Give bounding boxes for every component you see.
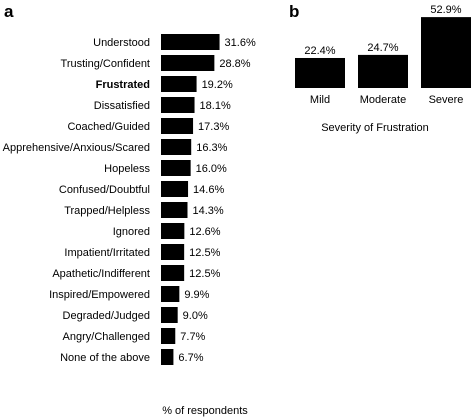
panel-a-value-label: 9.9% [184, 289, 209, 301]
panel-b-value-label: 24.7% [367, 42, 398, 54]
panel-a-bar [161, 286, 180, 302]
panel-a-letter: a [4, 2, 14, 21]
panel-a-category-label: Coached/Guided [67, 121, 150, 133]
panel-a-value-label: 19.2% [202, 79, 233, 91]
panel-a-value-label: 28.8% [219, 58, 250, 70]
panel-a-category-label: Apprehensive/Anxious/Scared [3, 142, 150, 154]
panel-a-bar [161, 160, 191, 176]
panel-a-value-label: 18.1% [200, 100, 231, 112]
panel-b-category-label: Severe [429, 94, 464, 106]
panel-a-bar [161, 307, 178, 323]
panel-a-value-label: 12.5% [189, 247, 220, 259]
panel-a-bar [161, 244, 185, 260]
panel-b-bar [358, 54, 408, 88]
panel-a-bar [161, 349, 174, 365]
panel-b-value-label: 52.9% [430, 4, 461, 16]
panel-a-category-label: Ignored [113, 226, 150, 238]
panel-b-category-label: Mild [310, 94, 330, 106]
panel-a-bar [161, 328, 176, 344]
panel-a-category-label: Frustrated [96, 79, 150, 91]
panel-a-bar [161, 139, 192, 155]
panel-a-category-label: Inspired/Empowered [49, 289, 150, 301]
panel-a-category-label: Confused/Doubtful [59, 184, 150, 196]
panel-a-category-label: Angry/Challenged [63, 331, 150, 343]
panel-a-bar [161, 118, 194, 134]
panel-a-value-label: 16.3% [196, 142, 227, 154]
panel-a-category-label: Impatient/Irritated [64, 247, 150, 259]
panel-a-bar [161, 76, 197, 92]
panel-b-letter: b [289, 2, 299, 21]
panel-a-category-label: Dissatisfied [94, 100, 150, 112]
panel-b-x-axis-label: Severity of Frustration [321, 122, 429, 134]
panel-a-value-label: 12.5% [189, 268, 220, 280]
panel-a-category-label: Apathetic/Indifferent [52, 268, 150, 280]
panel-a-value-label: 16.0% [196, 163, 227, 175]
panel-a-category-label: Trusting/Confident [61, 58, 150, 70]
panel-a-value-label: 9.0% [183, 310, 208, 322]
panel-a-value-label: 6.7% [178, 352, 203, 364]
panel-a-x-axis-label: % of respondents [162, 405, 248, 417]
panel-a-bar [161, 34, 220, 50]
panel-b-value-label: 22.4% [304, 45, 335, 57]
panel-a-category-label: None of the above [60, 352, 150, 364]
panel-a-value-label: 12.6% [189, 226, 220, 238]
panel-b-bar [421, 17, 471, 89]
panel-a-value-label: 7.7% [180, 331, 205, 343]
panel-a-category-label: Hopeless [104, 163, 150, 175]
panel-b-bar [295, 57, 345, 88]
panel-a-category-label: Trapped/Helpless [64, 205, 150, 217]
panel-a-bar [161, 265, 185, 281]
panel-a-value-label: 17.3% [198, 121, 229, 133]
panel-a-bar [161, 97, 195, 113]
panel-a-bar-chart: Understood 31.6% Trusting/Confident 28.8% Fr… [3, 34, 256, 365]
panel-a-category-label: Degraded/Judged [63, 310, 150, 322]
panel-a-value-label: 31.6% [225, 37, 256, 49]
panel-a-value-label: 14.6% [193, 184, 224, 196]
panel-a-category-label: Understood [93, 37, 150, 49]
panel-a-bar [161, 202, 188, 218]
panel-a-value-label: 14.3% [192, 205, 223, 217]
panel-b-bar-chart: 22.4% Mild 24.7% Moderate 52.9% Severe [295, 4, 471, 106]
panel-a-bar [161, 181, 189, 197]
panel-a-bar [161, 223, 185, 239]
panel-a-bar [161, 55, 215, 71]
panel-b-category-label: Moderate [360, 94, 406, 106]
